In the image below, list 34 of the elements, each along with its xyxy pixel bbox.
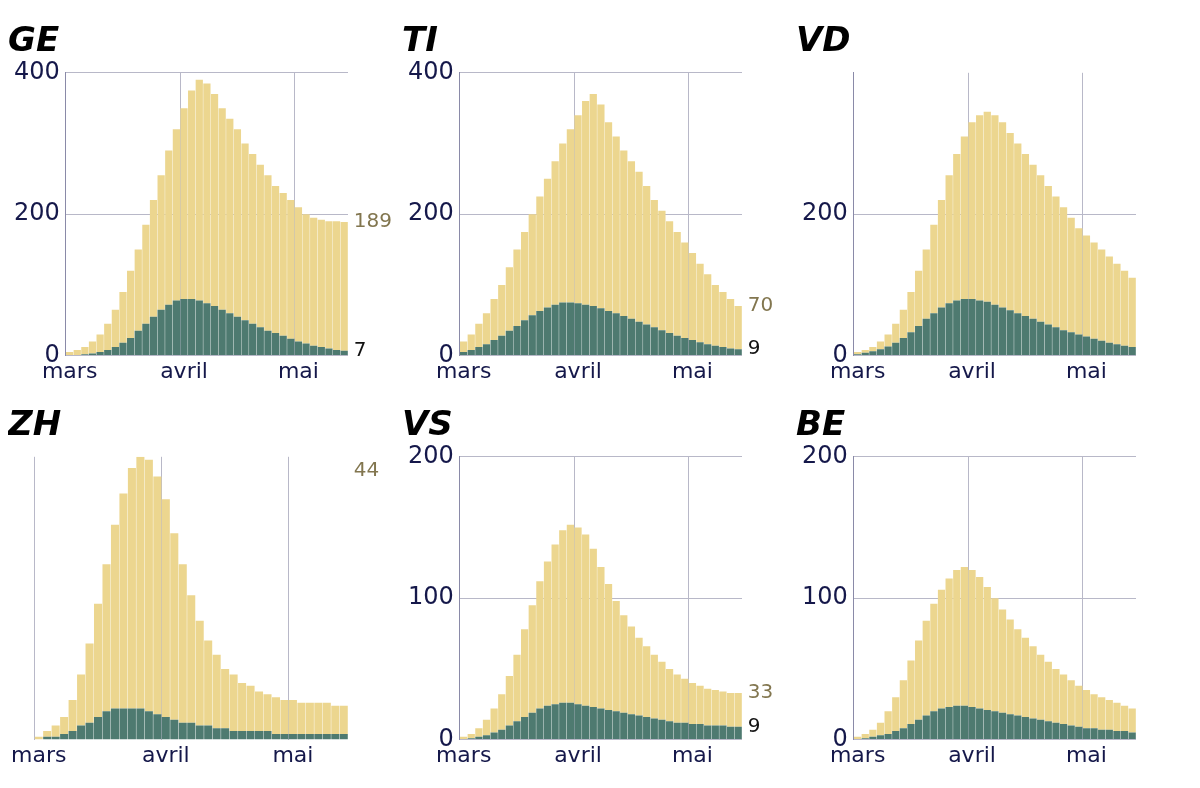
x-tick-label: mai [1065, 741, 1107, 767]
y-tick-label: 200 [408, 441, 454, 470]
x-tick-label: mai [671, 741, 713, 767]
data-label: 9 [747, 713, 761, 738]
x-tick-label: avril [160, 357, 208, 383]
x-tick-label: mai [671, 357, 713, 383]
x-tick-label: avril [554, 357, 602, 383]
data-label: 7 [353, 336, 367, 361]
text: 44 [353, 457, 380, 481]
y-tick-label: 200 [802, 198, 848, 227]
x-tick-label: mars [11, 741, 67, 767]
x-tick-label: avril [554, 741, 602, 767]
y-tick-label: 200 [408, 198, 454, 227]
y-tick-label: 100 [802, 582, 848, 611]
data-label: 9 [747, 335, 761, 360]
x-tick-label: mai [277, 357, 319, 383]
y-tick-label: 200 [802, 441, 848, 470]
y-tick-label: 400 [14, 57, 60, 86]
x-tick-label: avril [948, 357, 996, 383]
chart-title: VD [796, 19, 851, 60]
y-tick-label: 400 [408, 57, 454, 86]
chart-title: GE [8, 19, 60, 60]
total-label: 33 [747, 679, 774, 704]
total-label: 70 [747, 292, 774, 317]
y-tick-label: 100 [408, 582, 454, 611]
x-tick-label: avril [141, 741, 190, 767]
y-tick-label: 200 [14, 198, 60, 227]
x-tick-label: mai [272, 741, 314, 767]
chart-title: VS [402, 403, 453, 444]
total-label: 189 [353, 208, 392, 233]
chart-title: TI [402, 19, 438, 60]
x-tick-label: mai [1065, 357, 1107, 383]
x-tick-label: avril [948, 741, 996, 767]
chart-title: BE [796, 403, 846, 444]
